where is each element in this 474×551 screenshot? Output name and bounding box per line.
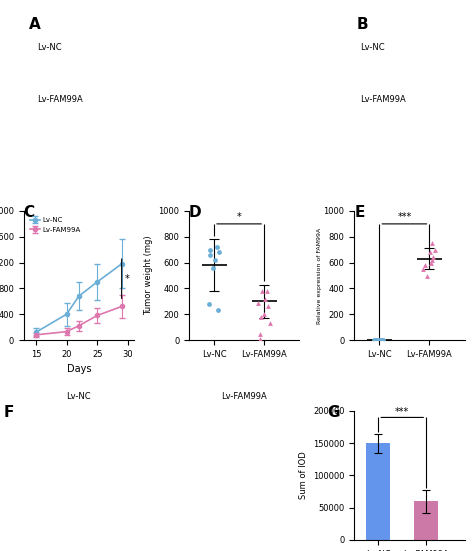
Text: Lv-FAM99A: Lv-FAM99A (37, 95, 83, 104)
Text: Lv-FAM99A: Lv-FAM99A (360, 95, 406, 104)
Y-axis label: Sum of IOD: Sum of IOD (299, 452, 308, 499)
Text: ***: *** (395, 408, 410, 418)
Text: Lv-NC: Lv-NC (37, 44, 62, 52)
Point (263, 287, 271, 295)
Point (428, 239, 436, 247)
Text: G: G (327, 404, 339, 419)
Point (372, 336, 380, 344)
Point (379, 336, 386, 344)
Bar (414, 501, 438, 540)
Point (216, 248, 223, 257)
Point (427, 258, 435, 267)
Point (377, 336, 385, 344)
Text: Lv-NC: Lv-NC (66, 392, 91, 401)
Y-axis label: Relative expression of FAM99A: Relative expression of FAM99A (317, 228, 322, 323)
Bar (366, 443, 390, 540)
Point (426, 248, 433, 257)
Y-axis label: Tumor weight (mg): Tumor weight (mg) (144, 236, 153, 315)
Point (256, 329, 264, 338)
Point (206, 251, 214, 260)
Point (255, 298, 262, 307)
Point (419, 264, 427, 273)
Text: A: A (29, 18, 41, 33)
Legend: Lv-NC, Lv-FAM99A: Lv-NC, Lv-FAM99A (27, 214, 83, 235)
Point (421, 261, 428, 269)
Point (256, 334, 264, 343)
Point (428, 256, 436, 264)
Point (266, 319, 273, 328)
X-axis label: Days: Days (66, 364, 91, 374)
Point (379, 336, 386, 344)
Text: C: C (24, 204, 35, 219)
Point (431, 245, 439, 254)
Text: *: * (125, 274, 129, 284)
Text: ***: *** (397, 212, 411, 222)
Point (205, 300, 212, 309)
Point (258, 287, 265, 295)
Point (262, 294, 269, 303)
Point (209, 263, 216, 272)
Point (372, 336, 379, 344)
Text: B: B (356, 18, 368, 33)
Text: Lv-FAM99A: Lv-FAM99A (221, 392, 267, 401)
Text: *: * (237, 212, 241, 222)
Point (215, 306, 222, 315)
Text: Lv-NC: Lv-NC (360, 44, 384, 52)
Point (213, 242, 220, 251)
Point (261, 310, 268, 318)
Point (264, 302, 272, 311)
Text: D: D (189, 204, 201, 219)
Point (375, 336, 383, 344)
Point (370, 336, 377, 344)
Point (211, 256, 219, 264)
Point (206, 245, 214, 254)
Text: E: E (354, 204, 365, 219)
Text: F: F (4, 404, 14, 419)
Point (429, 253, 437, 262)
Point (379, 336, 386, 344)
Point (257, 312, 264, 321)
Point (423, 271, 431, 280)
Point (372, 336, 380, 344)
